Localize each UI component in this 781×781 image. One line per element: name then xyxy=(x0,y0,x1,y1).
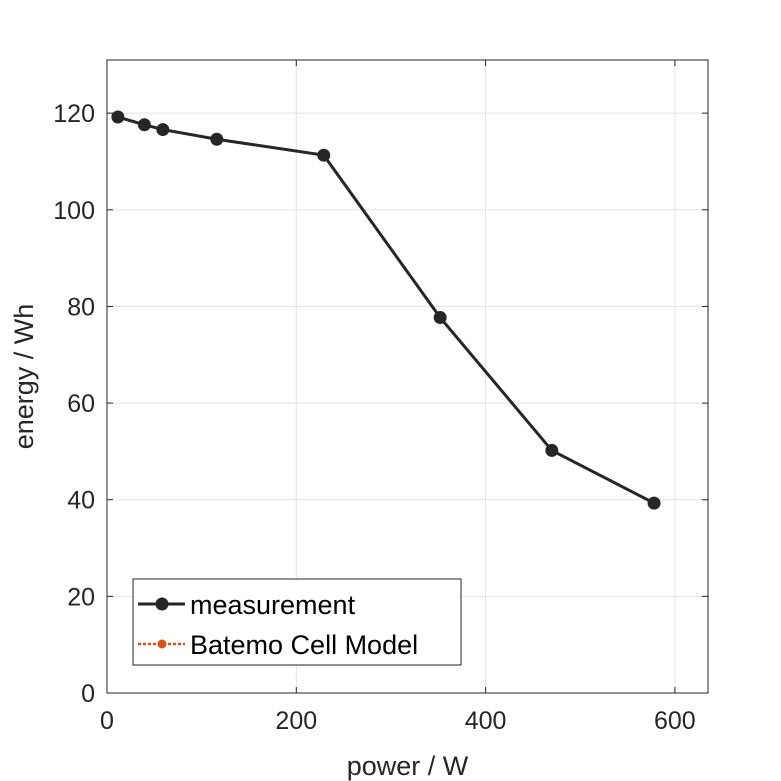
legend-marker-measurement xyxy=(155,597,169,611)
data-point xyxy=(111,110,125,124)
series-layer xyxy=(111,110,661,510)
y-tick-label: 20 xyxy=(67,583,95,611)
axis-ticks: 0 200 400 600 0 20 40 60 80 100 120 xyxy=(53,60,708,735)
legend-box xyxy=(132,578,462,666)
data-point xyxy=(156,123,170,137)
x-tick-label: 0 xyxy=(100,707,114,735)
data-point xyxy=(545,443,559,457)
data-point xyxy=(317,148,331,162)
x-tick-label: 600 xyxy=(654,707,696,735)
y-tick-label: 120 xyxy=(53,100,95,128)
legend: measurement Batemo Cell Model xyxy=(132,578,462,666)
series-line-0 xyxy=(117,115,655,505)
data-point xyxy=(433,311,447,325)
x-axis-label: power / W xyxy=(347,751,469,781)
data-point xyxy=(210,132,224,146)
y-tick-label: 40 xyxy=(67,487,95,515)
legend-label-batemo-cell-model: Batemo Cell Model xyxy=(190,630,418,660)
x-tick-label: 400 xyxy=(465,707,507,735)
y-tick-label: 100 xyxy=(53,197,95,225)
plot-area-frame xyxy=(106,59,709,694)
legend-marker-batemo-cell-model xyxy=(157,639,167,649)
y-axis-label: energy / Wh xyxy=(9,304,39,450)
y-tick-label: 80 xyxy=(67,293,95,321)
legend-label-measurement: measurement xyxy=(190,590,356,620)
data-point xyxy=(647,496,661,510)
data-point xyxy=(137,118,151,132)
y-tick-label: 60 xyxy=(67,390,95,418)
x-tick-label: 200 xyxy=(275,707,317,735)
y-tick-label: 0 xyxy=(81,680,95,708)
